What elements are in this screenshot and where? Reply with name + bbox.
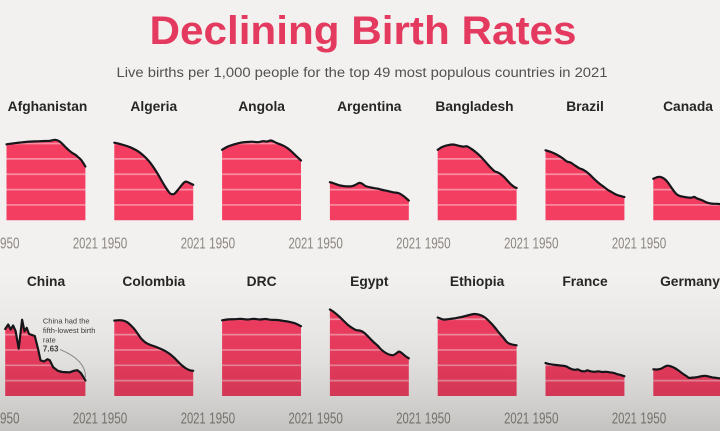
svg-text:2021: 2021 <box>396 236 421 253</box>
svg-text:China had the: China had the <box>43 317 90 326</box>
svg-text:2021: 2021 <box>504 236 529 253</box>
svg-text:2021: 2021 <box>612 236 637 253</box>
svg-text:2021: 2021 <box>289 411 314 428</box>
svg-text:1950: 1950 <box>0 236 20 253</box>
svg-text:2021: 2021 <box>181 236 206 253</box>
svg-text:1950: 1950 <box>640 236 666 253</box>
svg-text:Colombia: Colombia <box>122 274 185 289</box>
svg-text:Angola: Angola <box>238 99 285 114</box>
svg-text:2021: 2021 <box>73 236 98 253</box>
svg-text:Brazil: Brazil <box>566 99 604 114</box>
svg-text:1950: 1950 <box>317 236 343 253</box>
svg-text:Egypt: Egypt <box>350 274 389 289</box>
svg-text:China: China <box>27 274 66 289</box>
svg-text:Canada: Canada <box>663 99 713 114</box>
svg-text:1950: 1950 <box>425 411 451 428</box>
svg-text:2021: 2021 <box>181 411 206 428</box>
svg-text:Live births per 1,000 people f: Live births per 1,000 people for the top… <box>117 65 608 80</box>
svg-text:1950: 1950 <box>209 236 235 253</box>
svg-text:2021: 2021 <box>73 411 98 428</box>
svg-text:rate: rate <box>43 335 56 344</box>
svg-text:1950: 1950 <box>425 236 451 253</box>
svg-text:Afghanistan: Afghanistan <box>8 99 88 114</box>
svg-text:2021: 2021 <box>289 236 314 253</box>
svg-text:2021: 2021 <box>504 411 529 428</box>
svg-text:1950: 1950 <box>101 236 127 253</box>
svg-text:1950: 1950 <box>533 236 559 253</box>
svg-text:Argentina: Argentina <box>337 99 402 114</box>
svg-text:2021: 2021 <box>396 411 421 428</box>
svg-text:DRC: DRC <box>247 274 277 289</box>
svg-text:Algeria: Algeria <box>130 99 177 114</box>
svg-text:7.63: 7.63 <box>43 345 59 354</box>
svg-text:2021: 2021 <box>612 411 637 428</box>
svg-text:Ethiopia: Ethiopia <box>450 274 505 289</box>
svg-text:1950: 1950 <box>101 411 127 428</box>
svg-text:1950: 1950 <box>640 411 666 428</box>
svg-text:1950: 1950 <box>317 411 343 428</box>
svg-text:1950: 1950 <box>209 411 235 428</box>
svg-text:Germany: Germany <box>660 274 720 289</box>
svg-text:Bangladesh: Bangladesh <box>435 99 513 114</box>
svg-text:Declining Birth Rates: Declining Birth Rates <box>150 9 577 53</box>
svg-text:1950: 1950 <box>0 411 20 428</box>
svg-text:France: France <box>562 274 608 289</box>
svg-text:1950: 1950 <box>533 411 559 428</box>
svg-text:fifth-lowest birth: fifth-lowest birth <box>43 326 96 335</box>
